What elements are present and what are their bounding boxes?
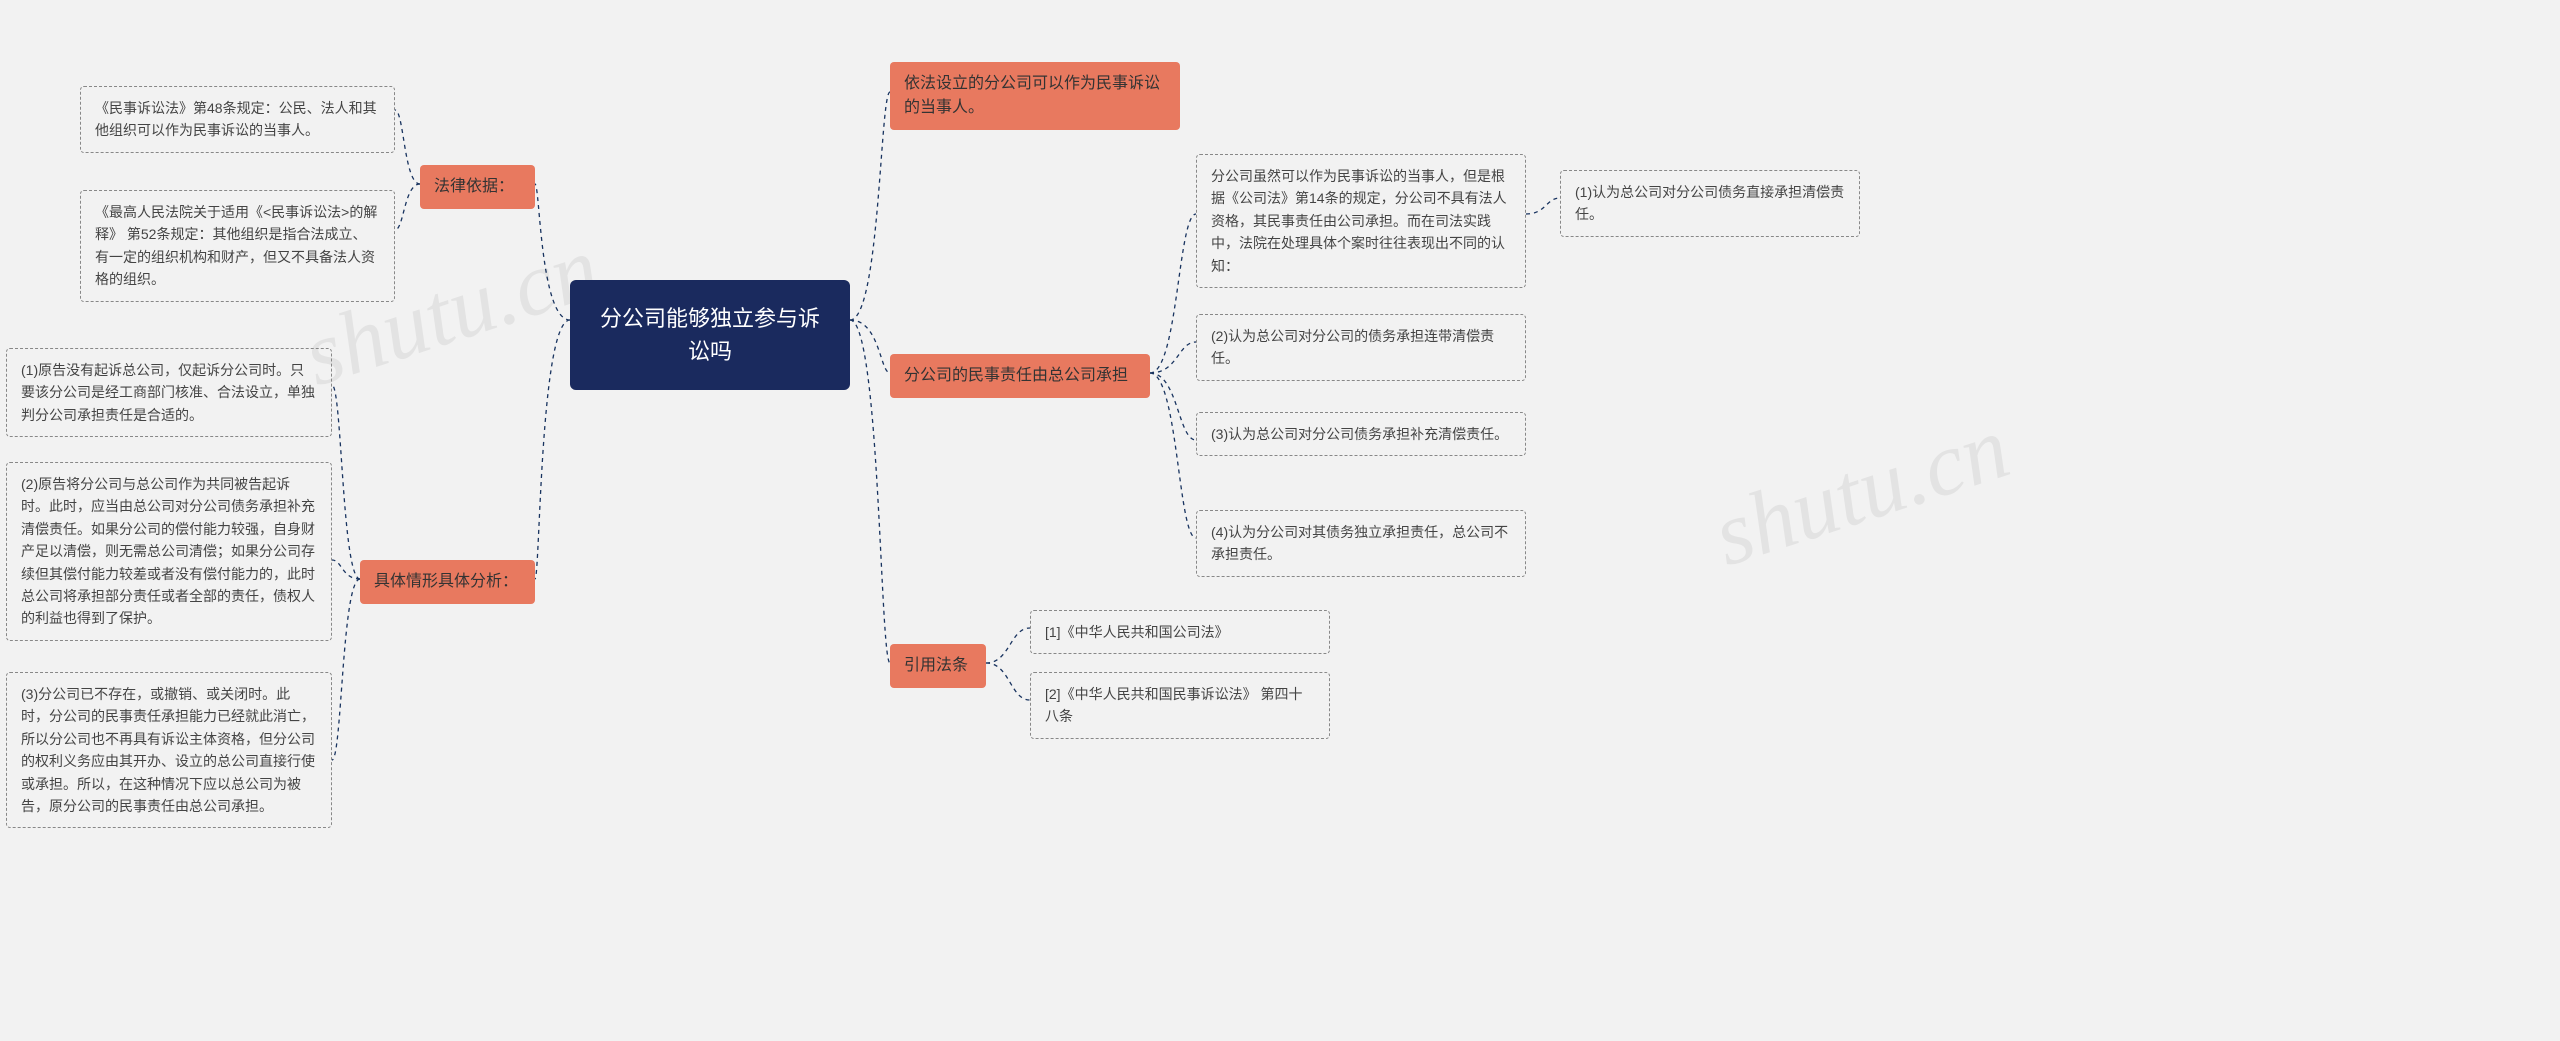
leaf-legal-basis-2: 《最高人民法院关于适用《<民事诉讼法>的解释》 第52条规定：其他组织是指合法成… xyxy=(80,190,395,302)
leaf-case-2: (2)原告将分公司与总公司作为共同被告起诉时。此时，应当由总公司对分公司债务承担… xyxy=(6,462,332,641)
leaf-text: 分公司虽然可以作为民事诉讼的当事人，但是根据《公司法》第14条的规定，分公司不具… xyxy=(1211,168,1507,274)
leaf-text: (1)原告没有起诉总公司，仅起诉分公司时。只要该分公司是经工商部门核准、合法设立… xyxy=(21,362,315,423)
topic-label: 具体情形具体分析： xyxy=(374,573,518,590)
leaf-liability-view-1: (1)认为总公司对分公司债务直接承担清偿责任。 xyxy=(1560,170,1860,237)
left-topic-legal-basis: 法律依据： xyxy=(420,165,535,209)
leaf-text: 《民事诉讼法》第48条规定：公民、法人和其他组织可以作为民事诉讼的当事人。 xyxy=(95,100,377,138)
watermark-text: shutu.cn xyxy=(1702,398,2020,586)
leaf-text: [1]《中华人民共和国公司法》 xyxy=(1045,624,1229,640)
leaf-text: (1)认为总公司对分公司债务直接承担清偿责任。 xyxy=(1575,184,1844,222)
leaf-text: (3)分公司已不存在，或撤销、或关闭时。此时，分公司的民事责任承担能力已经就此消… xyxy=(21,686,315,814)
leaf-liability-view-2: (2)认为总公司对分公司的债务承担连带清偿责任。 xyxy=(1196,314,1526,381)
leaf-text: 《最高人民法院关于适用《<民事诉讼法>的解释》 第52条规定：其他组织是指合法成… xyxy=(95,204,377,287)
mindmap-root: 分公司能够独立参与诉讼吗 xyxy=(570,280,850,390)
leaf-legal-basis-1: 《民事诉讼法》第48条规定：公民、法人和其他组织可以作为民事诉讼的当事人。 xyxy=(80,86,395,153)
leaf-citation-1: [1]《中华人民共和国公司法》 xyxy=(1030,610,1330,654)
right-topic-liability: 分公司的民事责任由总公司承担 xyxy=(890,354,1150,398)
root-text: 分公司能够独立参与诉讼吗 xyxy=(600,306,820,364)
right-topic-party: 依法设立的分公司可以作为民事诉讼的当事人。 xyxy=(890,62,1180,130)
leaf-case-1: (1)原告没有起诉总公司，仅起诉分公司时。只要该分公司是经工商部门核准、合法设立… xyxy=(6,348,332,437)
leaf-text: (4)认为分公司对其债务独立承担责任，总公司不承担责任。 xyxy=(1211,524,1508,562)
leaf-text: (2)认为总公司对分公司的债务承担连带清偿责任。 xyxy=(1211,328,1494,366)
leaf-text: (2)原告将分公司与总公司作为共同被告起诉时。此时，应当由总公司对分公司债务承担… xyxy=(21,476,315,626)
leaf-liability-intro: 分公司虽然可以作为民事诉讼的当事人，但是根据《公司法》第14条的规定，分公司不具… xyxy=(1196,154,1526,288)
left-topic-specific-analysis: 具体情形具体分析： xyxy=(360,560,535,604)
leaf-case-3: (3)分公司已不存在，或撤销、或关闭时。此时，分公司的民事责任承担能力已经就此消… xyxy=(6,672,332,828)
right-topic-citations: 引用法条 xyxy=(890,644,986,688)
watermark-2: shutu.cn xyxy=(1701,396,2021,587)
topic-label: 法律依据： xyxy=(434,178,514,195)
topic-label: 引用法条 xyxy=(904,657,968,674)
leaf-citation-2: [2]《中华人民共和国民事诉讼法》 第四十八条 xyxy=(1030,672,1330,739)
leaf-liability-view-4: (4)认为分公司对其债务独立承担责任，总公司不承担责任。 xyxy=(1196,510,1526,577)
leaf-liability-view-3: (3)认为总公司对分公司债务承担补充清偿责任。 xyxy=(1196,412,1526,456)
topic-label: 依法设立的分公司可以作为民事诉讼的当事人。 xyxy=(904,75,1160,116)
leaf-text: [2]《中华人民共和国民事诉讼法》 第四十八条 xyxy=(1045,686,1302,724)
topic-label: 分公司的民事责任由总公司承担 xyxy=(904,367,1128,384)
leaf-text: (3)认为总公司对分公司债务承担补充清偿责任。 xyxy=(1211,426,1508,442)
